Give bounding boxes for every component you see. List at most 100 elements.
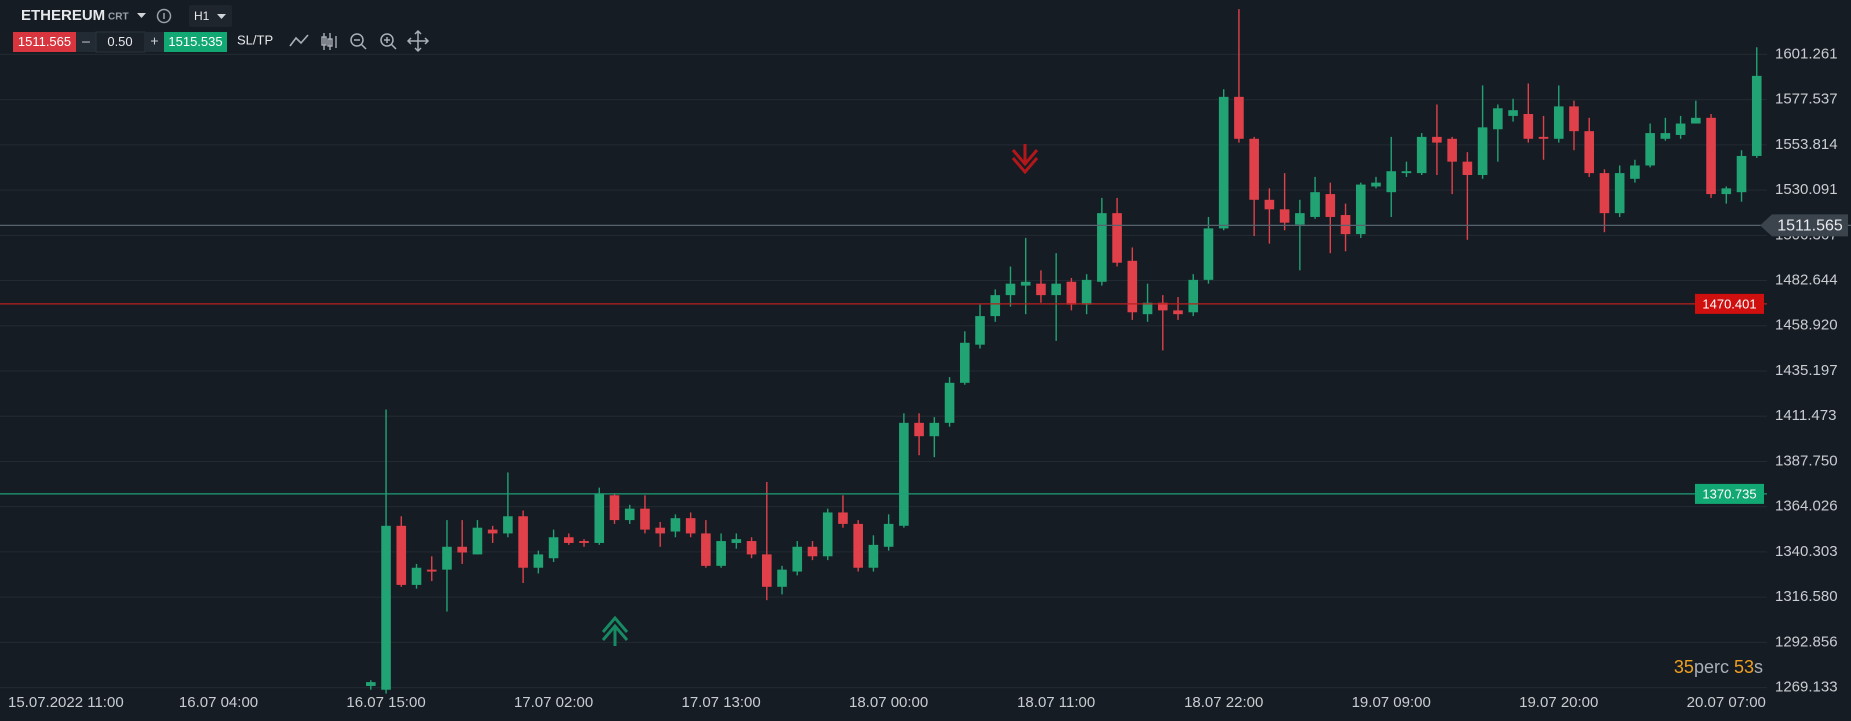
candle-body [1706, 117, 1716, 195]
y-tick-label: 1387.750 [1775, 452, 1838, 469]
price-tag-label: 1370.735 [1702, 486, 1756, 501]
y-tick-label: 1435.197 [1775, 362, 1838, 379]
candle-body [1051, 283, 1061, 296]
candle-body [518, 516, 528, 568]
candle-body [533, 554, 544, 568]
price-tag [1760, 214, 1848, 237]
candle-body [1447, 138, 1457, 162]
buy-price: 1515.535 [168, 34, 222, 49]
sltp-button[interactable]: SL/TP [237, 32, 273, 47]
candle-body [548, 537, 559, 559]
zoom-in-icon[interactable] [380, 33, 397, 50]
candle-body [640, 508, 650, 530]
candle-body [1569, 106, 1579, 132]
candle-body [1751, 75, 1762, 156]
candle-body [762, 554, 772, 587]
candle-body [1416, 136, 1427, 174]
candle-body [1036, 283, 1046, 296]
price-lines: 1511.565 1470.401 1370.735 [0, 214, 1851, 504]
candle-body [807, 546, 818, 557]
candle-body [1173, 310, 1183, 315]
lot-minus-button[interactable] [76, 32, 96, 52]
timer-seconds: 53 [1734, 657, 1754, 677]
candle-body [1538, 136, 1549, 139]
candle-body [838, 512, 848, 524]
y-tick-label: 1601.261 [1775, 45, 1838, 62]
candle-body [1553, 106, 1564, 139]
candle-body [1691, 117, 1701, 124]
candle-body [457, 546, 467, 553]
candle-body [1340, 215, 1351, 235]
candle-body [1386, 171, 1397, 193]
x-tick-label: 18.07 11:00 [1017, 694, 1095, 711]
candle-body [1523, 114, 1534, 139]
candle-body [1279, 209, 1290, 223]
candle-body [716, 541, 726, 566]
candle-body [868, 544, 879, 568]
x-tick-label: 19.07 20:00 [1519, 694, 1598, 711]
timeframe: H1 [194, 9, 210, 23]
price-tag [1695, 483, 1764, 504]
candle-body [1371, 182, 1381, 187]
price-tag [1695, 293, 1764, 314]
candle-body [1005, 283, 1016, 296]
candle-body [1477, 127, 1488, 176]
x-tick-label: 16.07 04:00 [179, 694, 258, 711]
candle-body [1157, 302, 1168, 311]
candle-body [1508, 110, 1518, 116]
y-tick-label: 1530.091 [1775, 181, 1838, 198]
candle-body [731, 539, 742, 543]
candle-body [914, 422, 924, 437]
x-tick-label: 17.07 02:00 [514, 694, 593, 711]
candle-body [411, 567, 422, 585]
buy-button[interactable] [164, 32, 227, 52]
candle-body [701, 533, 711, 566]
y-tick-label: 1577.537 [1775, 91, 1838, 108]
buy-signal-arrow [601, 615, 629, 646]
info-icon[interactable] [156, 8, 172, 24]
zoom-out-icon[interactable] [350, 33, 367, 50]
y-tick-label: 1482.644 [1775, 272, 1838, 289]
lot-plus-button[interactable] [145, 32, 164, 52]
candle-body [1127, 260, 1138, 313]
symbol[interactable]: ETHEREUM [21, 7, 105, 24]
x-tick-label: 18.07 22:00 [1184, 694, 1263, 711]
sell-signal-arrow [1011, 144, 1039, 175]
lot-plus: + [150, 33, 158, 49]
candle-body [472, 527, 483, 555]
candle-body [1660, 133, 1671, 139]
timeframe-dropdown[interactable] [217, 14, 226, 19]
lot-minus: – [82, 33, 90, 49]
candle-body [1462, 161, 1473, 176]
candle-chart-icon[interactable] [321, 33, 337, 50]
candle-body [777, 569, 787, 587]
candle-body [426, 569, 437, 572]
candle-body [1203, 228, 1214, 280]
candle-body [1721, 188, 1732, 195]
candle-body [792, 546, 803, 572]
grid [0, 53, 1767, 689]
price-tag-label: 1470.401 [1702, 296, 1756, 311]
timeframe-button[interactable] [189, 5, 232, 27]
toolbar: ETHEREUM CRT H1 1511.565 – 0.50 + 1515.5… [13, 5, 430, 53]
candles [366, 9, 1762, 694]
candle-timer: 35perc 53s [1674, 657, 1763, 677]
candle-body [1675, 123, 1686, 135]
candle-body [579, 541, 589, 543]
candle-body [1584, 131, 1595, 174]
sell-button[interactable] [13, 32, 76, 52]
candle-body [487, 529, 498, 534]
candle-body [442, 546, 452, 570]
symbol-dropdown[interactable] [137, 13, 146, 18]
candle-body [366, 682, 376, 686]
candle-body [396, 525, 407, 585]
pan-icon[interactable] [406, 29, 430, 53]
x-tick-label: 19.07 09:00 [1352, 694, 1431, 711]
candle-body [609, 495, 620, 521]
candle-body [1310, 192, 1320, 217]
candle-body [1249, 138, 1259, 200]
line-chart-icon[interactable] [289, 34, 309, 47]
price-axis: 1269.133 1292.856 1316.580 1340.303 1364.026… [1775, 45, 1838, 695]
